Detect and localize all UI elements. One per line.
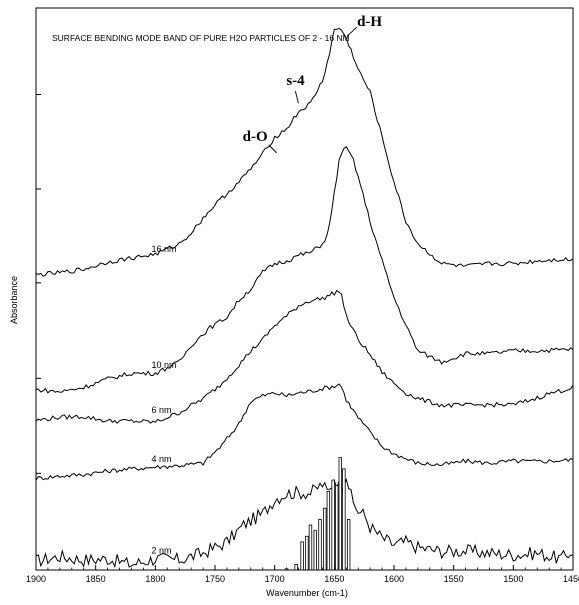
x-tick-label: 1800 [145,574,165,584]
stick-bar [285,569,288,570]
series-line [36,147,573,393]
x-tick-label: 1850 [86,574,106,584]
series-label: 10 nm [151,360,176,370]
stick-bar [314,531,317,570]
stick-bar [309,525,312,570]
y-axis-label: Absorbance [9,276,19,324]
series-line [36,479,573,567]
series-label: 6 nm [151,405,171,415]
stick-bar [343,469,346,570]
annotation-s-4-pointer [295,91,298,103]
series-label: 16 nm [151,244,176,254]
x-tick-label: 1550 [444,574,464,584]
x-tick-label: 1450 [563,574,579,584]
series-label: 2 nm [151,546,171,556]
stick-bar [339,458,342,570]
x-tick-label: 1700 [265,574,285,584]
annotation-d-O: d-O [243,129,268,145]
stick-bar [335,486,338,570]
stick-bar [332,480,335,570]
x-tick-label: 1600 [384,574,404,584]
x-tick-label: 1750 [205,574,225,584]
stick-bar [319,519,322,570]
stick-bar [295,564,298,570]
annotation-d-H-pointer [347,27,357,36]
x-tick-label: 1650 [324,574,344,584]
series-line [36,28,573,276]
x-tick-label: 1500 [503,574,523,584]
annotation-d-O-pointer [269,145,277,153]
annotation-s-4: s-4 [286,73,305,89]
stick-bar [327,491,330,570]
stick-bar [347,519,350,570]
chart-title: SURFACE BENDING MODE BAND OF PURE H2O PA… [52,33,350,43]
series-line [36,291,573,424]
plot-frame [36,8,573,570]
series-line [36,384,573,480]
x-axis-label: Wavenumber (cm-1) [266,588,348,598]
x-tick-label: 1900 [26,574,46,584]
stick-bar [306,536,309,570]
annotation-d-H: d-H [357,14,382,30]
stick-bar [323,508,326,570]
stick-bar [301,542,304,570]
series-label: 4 nm [151,454,171,464]
